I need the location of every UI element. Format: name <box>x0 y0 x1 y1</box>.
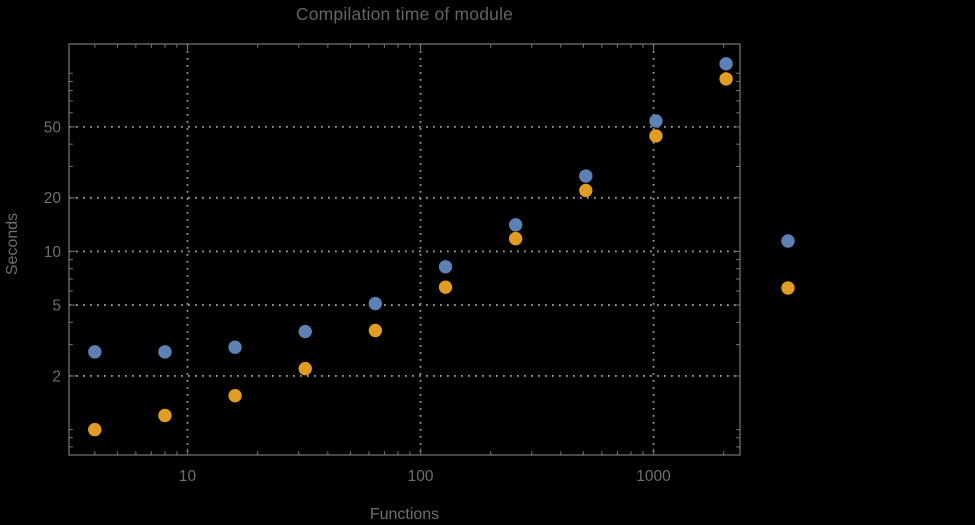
y-tick-label: 5 <box>52 297 61 314</box>
y-tick-label: 50 <box>44 119 62 136</box>
y-tick-label: 20 <box>44 190 62 207</box>
data-point-series-2 <box>649 129 663 143</box>
legend-marker-series-1 <box>781 234 795 248</box>
data-point-series-1 <box>158 345 172 359</box>
y-axis-title: Seconds <box>4 212 21 276</box>
data-point-series-1 <box>649 114 663 128</box>
data-point-series-1 <box>368 296 383 311</box>
y-tick-label: 2 <box>52 368 61 385</box>
data-point-series-2 <box>579 183 593 198</box>
plot-frame <box>68 43 741 456</box>
legend-marker-series-2 <box>781 281 795 295</box>
data-point-series-2 <box>368 323 383 338</box>
chart-title: Compilation time of module <box>295 4 514 24</box>
data-point-series-2 <box>438 280 453 294</box>
data-point-series-1 <box>88 345 102 359</box>
data-point-series-2 <box>158 408 172 423</box>
data-point-series-1 <box>508 218 523 232</box>
data-point-series-1 <box>719 57 733 71</box>
data-point-series-2 <box>88 422 102 437</box>
data-point-series-2 <box>298 361 312 376</box>
data-point-series-1 <box>298 324 312 339</box>
data-point-series-1 <box>438 260 453 274</box>
y-tick-label: 10 <box>44 244 62 261</box>
data-point-series-2 <box>508 231 523 246</box>
x-axis-title: Functions <box>369 506 440 523</box>
data-point-series-2 <box>228 388 242 403</box>
data-point-series-1 <box>579 169 593 183</box>
x-tick-label: 10 <box>179 468 197 485</box>
x-tick-label: 100 <box>408 468 434 485</box>
x-tick-label: 1000 <box>636 468 671 485</box>
data-point-series-1 <box>228 340 242 354</box>
data-point-series-2 <box>719 72 733 86</box>
